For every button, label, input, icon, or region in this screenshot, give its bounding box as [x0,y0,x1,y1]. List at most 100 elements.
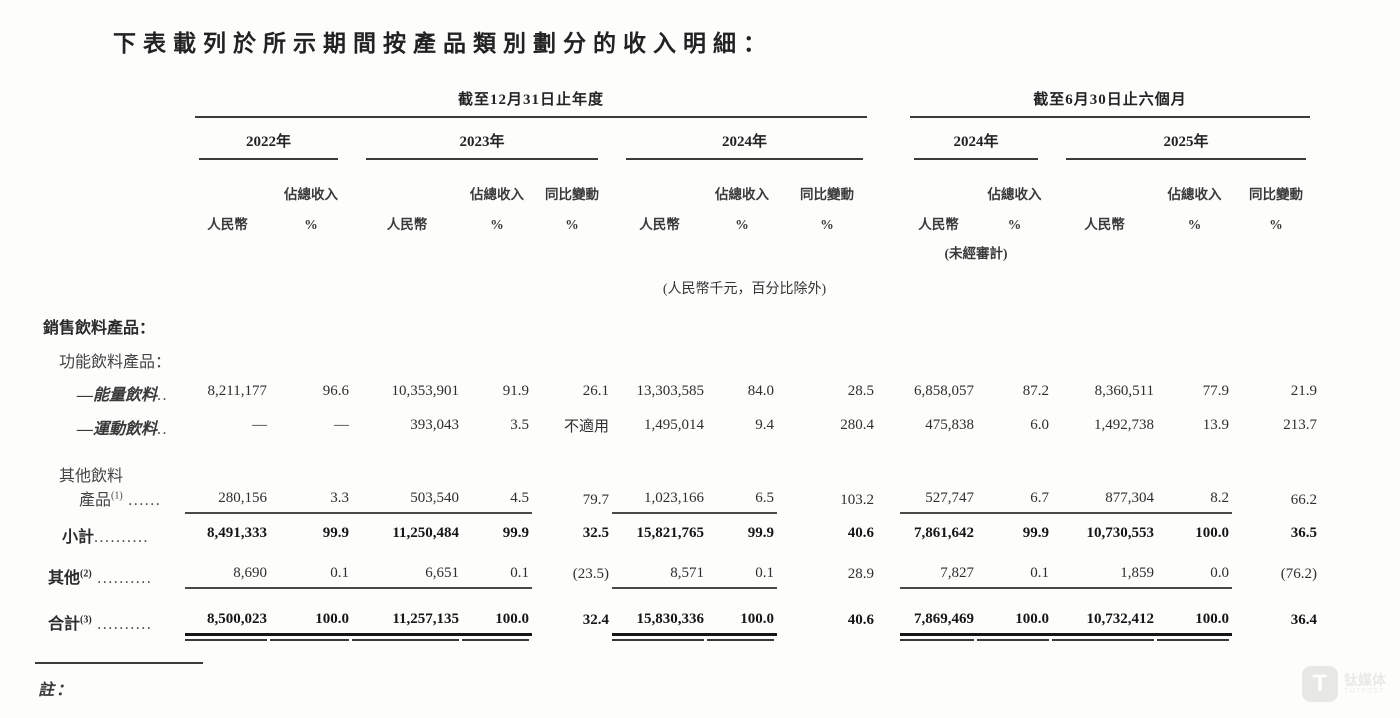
period-header-interim: 截至6月30日止六個月 [900,84,1320,118]
cell-value: 100.0 [462,596,532,648]
cell-value: 99.9 [747,525,774,541]
cell-value: 99.9 [502,525,529,541]
column-header: 佔總收入% [715,187,769,233]
cell-value: 15,821,765 [636,525,705,541]
group-spacer [877,376,900,410]
cell-value: 13.9 [1202,417,1230,433]
cell-value [532,344,612,376]
cell-value: 36.5 [1290,525,1318,541]
cell-value: — [334,417,349,433]
cell-value [1157,344,1232,376]
cell-value [977,308,1052,344]
cell-value: 213.7 [1283,417,1318,433]
column-header: 同比變動% [800,187,854,233]
table-row: 其他飲料 產品(1) ...... 280,156 3.3 503,540 4.5 79.7… [35,444,1320,514]
cell-value: 91.9 [502,383,529,399]
cell-value: 475,838 [925,417,975,433]
cell-value [612,308,707,344]
cell-value: 96.6 [322,383,349,399]
cell-value: 32.4 [582,612,609,628]
cell-value: 7,827 [900,556,978,596]
row-label: 小計.......... [62,529,150,546]
cell-value: 7,861,642 [914,525,975,541]
cell-value: 32.5 [582,525,609,541]
group-spacer [877,344,900,376]
cell-value: 100.0 [1157,596,1233,648]
column-header: 同比變動% [1249,187,1304,233]
cell-value [270,344,352,376]
cell-value [1232,344,1320,376]
cell-value: 26.1 [582,383,609,399]
cell-value [900,344,977,376]
table-row: 銷售飲料產品： [35,308,1320,344]
column-header: 佔總收入% [987,187,1042,233]
group-spacer [877,596,900,648]
period-annual-label: 截至12月31日止年度 [195,88,868,118]
cell-value [707,308,777,344]
unit-note-row: (人民幣千元，百分比除外) [35,268,1320,308]
cell-value: 100.0 [977,596,1053,648]
cell-value [185,308,270,344]
column-header: 同比變動% [545,187,599,233]
column-header-row: 人民幣 佔總收入% 人民幣 佔總收入% 同比變動% 人民幣 佔總收入% 同比變動% 人民幣 佔總收… [35,160,1320,238]
group-spacer [877,410,900,444]
cell-value: 99.9 [322,525,349,541]
year-header-2024: 2024年 [612,118,877,160]
column-header: 人民幣 [639,217,680,233]
cell-value: 0.1 [977,556,1053,596]
column-header: 佔總收入% [284,187,338,233]
column-header: 人民幣 [1084,217,1125,233]
cell-value [185,344,270,376]
cell-value [612,344,707,376]
year-header-2025: 2025年 [1052,118,1320,160]
cell-value: 40.6 [847,612,875,628]
revenue-table: 截至12月31日止年度 截至6月30日止六個月 2022年 2023年 2024… [35,84,1320,648]
row-label: —運動飲料.. [77,421,169,438]
cell-value: 10,730,553 [1086,525,1155,541]
cell-value: 84.0 [747,383,774,399]
period-header-annual: 截至12月31日止年度 [185,84,877,118]
table-row: 合計(3) .......... 8,500,023 100.0 11,257,135… [35,596,1320,648]
table-row: 小計.......... 8,491,333 99.9 11,250,484 99.9 3… [35,514,1320,556]
cell-value: 877,304 [1052,444,1158,514]
group-spacer [877,514,900,556]
column-header: 佔總收入% [1167,187,1222,233]
cell-value: 8,571 [612,556,707,596]
cell-value: 79.7 [582,492,609,508]
cell-value: 99.9 [1022,525,1050,541]
cell-value: 4.5 [462,444,532,514]
cell-value: 6,858,057 [914,383,975,399]
cell-value: 0.1 [707,556,777,596]
group-spacer [877,84,900,118]
cell-value: 87.2 [1022,383,1050,399]
group-spacer [877,556,900,596]
period-interim-label: 截至6月30日止六個月 [910,88,1311,118]
column-header: 人民幣 [918,217,959,233]
row-label: 其他(2) .......... [48,568,153,587]
cell-value: 100.0 [270,596,352,648]
cell-value: 6.0 [1030,417,1050,433]
group-spacer [877,308,900,344]
watermark-logo-icon: T [1302,666,1338,702]
cell-value: 77.9 [1202,383,1230,399]
cell-value: 8,500,023 [185,596,270,648]
cell-value: 8,360,511 [1094,383,1155,399]
cell-value: 36.4 [1290,612,1318,628]
cell-value: 8,690 [185,556,270,596]
cell-value: (76.2) [1280,566,1318,582]
table-row: —能量飲料.. 8,211,177 96.6 10,353,901 91.9 26.1 13… [35,376,1320,410]
table-row: 功能飲料產品： [35,344,1320,376]
cell-value: 66.2 [1290,492,1318,508]
unaudited-note: (未經審計) [944,246,1008,261]
cell-value [532,308,612,344]
cell-value: 0.0 [1157,556,1233,596]
cell-value: 6.7 [977,444,1053,514]
cell-value: 100.0 [707,596,777,648]
cell-value [977,344,1052,376]
group-spacer [877,238,900,268]
cell-value: 1,023,166 [612,444,707,514]
group-spacer [877,444,900,514]
cell-value: 10,732,412 [1052,596,1158,648]
cell-value: (23.5) [572,566,609,582]
period-header-row: 截至12月31日止年度 截至6月30日止六個月 [35,84,1320,118]
